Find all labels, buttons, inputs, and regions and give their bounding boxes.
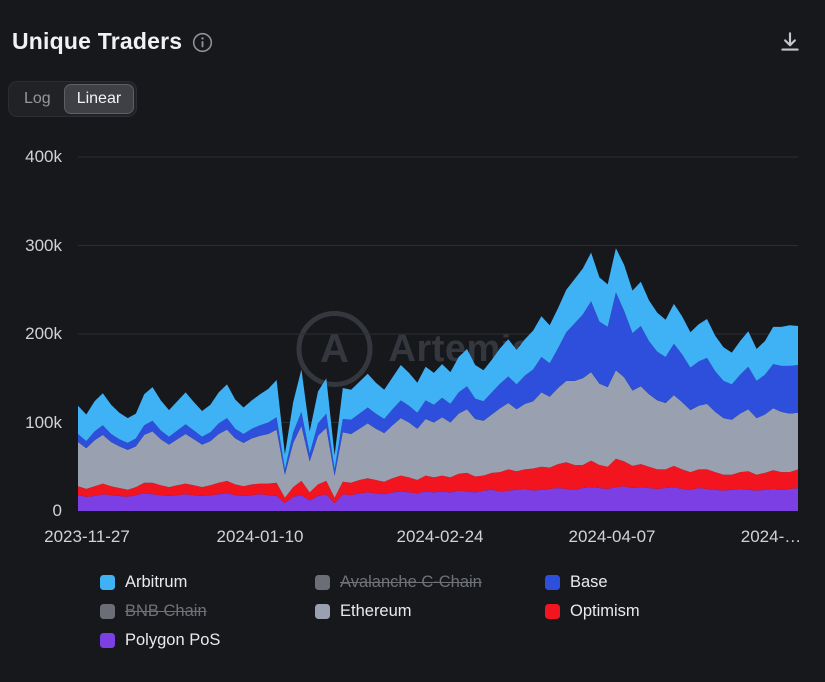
y-tick-100k: 100k [25, 413, 62, 432]
card-header: Unique Traders [0, 0, 825, 55]
area-polygon-pos [78, 486, 798, 511]
area-base [78, 292, 798, 476]
x-tick-2024-02-24: 2024-02-24 [396, 527, 484, 546]
title-row: Unique Traders [12, 28, 213, 55]
info-icon[interactable] [192, 32, 213, 53]
traders-stacked-area-chart [78, 156, 798, 511]
x-tick-2024-04-07: 2024-04-07 [568, 527, 656, 546]
legend-label: BNB Chain [125, 602, 207, 620]
scale-toggle-log[interactable]: Log [11, 84, 64, 114]
legend-item-optimism[interactable]: Optimism [545, 602, 730, 621]
y-axis: 0 100k 200k 300k 400k [0, 133, 68, 520]
y-tick-300k: 300k [25, 236, 62, 255]
chart-legend: Arbitrum Avalanche C-Chain Base BNB Chain Et… [100, 573, 730, 650]
y-tick-0: 0 [52, 501, 62, 520]
y-tick-400k: 400k [25, 147, 62, 166]
y-tick-200k: 200k [25, 324, 62, 343]
legend-swatch [315, 575, 330, 590]
area-ethereum [78, 370, 798, 498]
legend-swatch [100, 575, 115, 590]
legend-item-avalanche-c-chain[interactable]: Avalanche C-Chain [315, 573, 545, 592]
legend-item-polygon-pos[interactable]: Polygon PoS [100, 631, 315, 650]
x-tick-2024-…: 2024-… [740, 527, 802, 546]
legend-swatch [545, 604, 560, 619]
legend-label: Optimism [570, 602, 640, 620]
legend-swatch [315, 604, 330, 619]
legend-item-base[interactable]: Base [545, 573, 730, 592]
legend-label: Polygon PoS [125, 631, 221, 649]
legend-label: Ethereum [340, 602, 412, 620]
legend-item-ethereum[interactable]: Ethereum [315, 602, 545, 621]
chart-area: A Artemis 0 100k 200k 300k 400k 2023-11-27 20… [0, 133, 825, 563]
legend-item-bnb-chain[interactable]: BNB Chain [100, 602, 315, 621]
area-arbitrum [78, 248, 798, 470]
scale-toggle: Log Linear [8, 81, 138, 117]
legend-label: Base [570, 573, 608, 591]
page-title: Unique Traders [12, 28, 183, 54]
x-tick-2024-01-10: 2024-01-10 [216, 527, 304, 546]
legend-label: Arbitrum [125, 573, 188, 591]
x-tick-2023-11-27: 2023-11-27 [44, 527, 130, 546]
legend-label: Avalanche C-Chain [340, 573, 482, 591]
scale-toggle-linear[interactable]: Linear [63, 84, 135, 114]
download-icon [781, 31, 799, 51]
legend-swatch [100, 633, 115, 648]
legend-swatch [100, 604, 115, 619]
area-optimism [78, 458, 798, 503]
legend-item-arbitrum[interactable]: Arbitrum [100, 573, 315, 592]
download-button[interactable] [777, 29, 803, 55]
legend-swatch [545, 575, 560, 590]
